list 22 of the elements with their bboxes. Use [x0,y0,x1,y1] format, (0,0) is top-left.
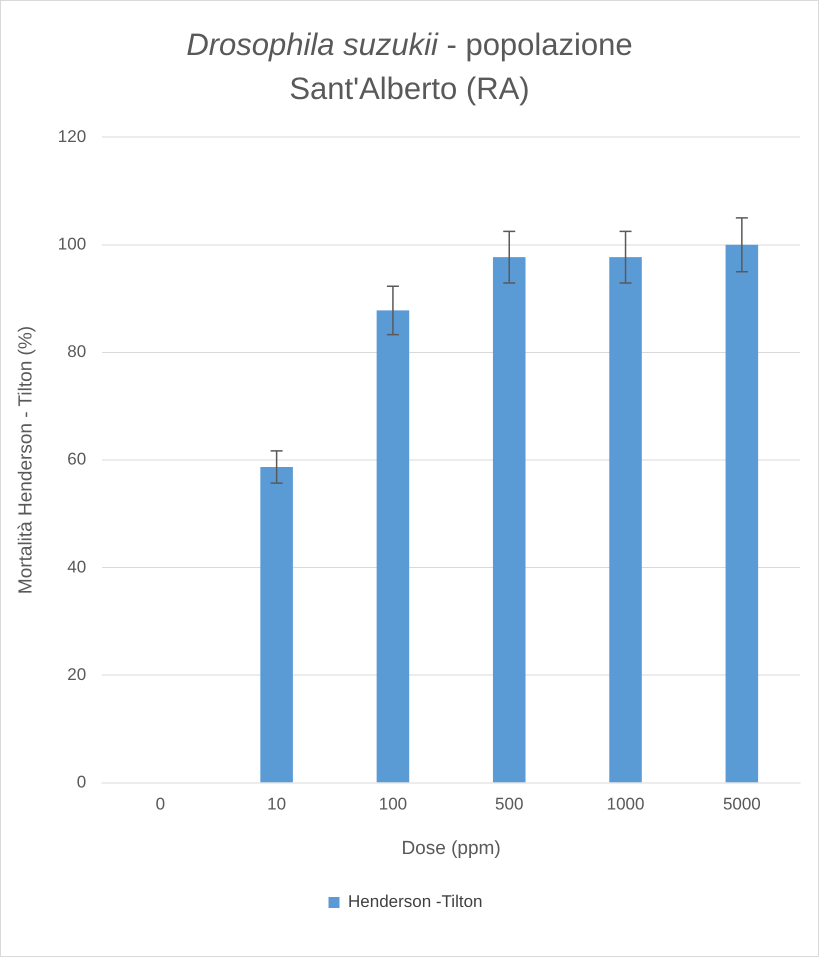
bar [492,257,526,782]
y-tick-label: 120 [58,126,86,146]
bar [260,466,293,782]
y-tick-label: 80 [67,342,86,362]
chart-title: Drosophila suzukii - popolazione Sant'Alberto (RA) [185,26,634,108]
x-tick-label: 0 [156,794,166,814]
y-tick-label: 0 [76,772,86,792]
x-tick-label: 1000 [606,794,644,814]
y-tick-label: 20 [67,664,86,684]
x-axis-title: Dose (ppm) [401,838,501,859]
y-tick-label: 40 [67,557,86,576]
x-tick-label: 500 [495,794,524,814]
legend-label: Henderson -Tilton [348,892,483,912]
x-tick-label: 5000 [722,794,761,814]
y-axis-title: Mortalità Henderson - Tilton (%) [16,326,37,594]
y-tick-label: 60 [67,450,86,469]
bar [376,310,410,782]
y-tick-label: 100 [58,234,86,254]
x-tick-label: 100 [378,794,408,814]
bar [609,257,642,782]
bar [726,244,758,782]
x-tick-label: 10 [267,794,286,814]
